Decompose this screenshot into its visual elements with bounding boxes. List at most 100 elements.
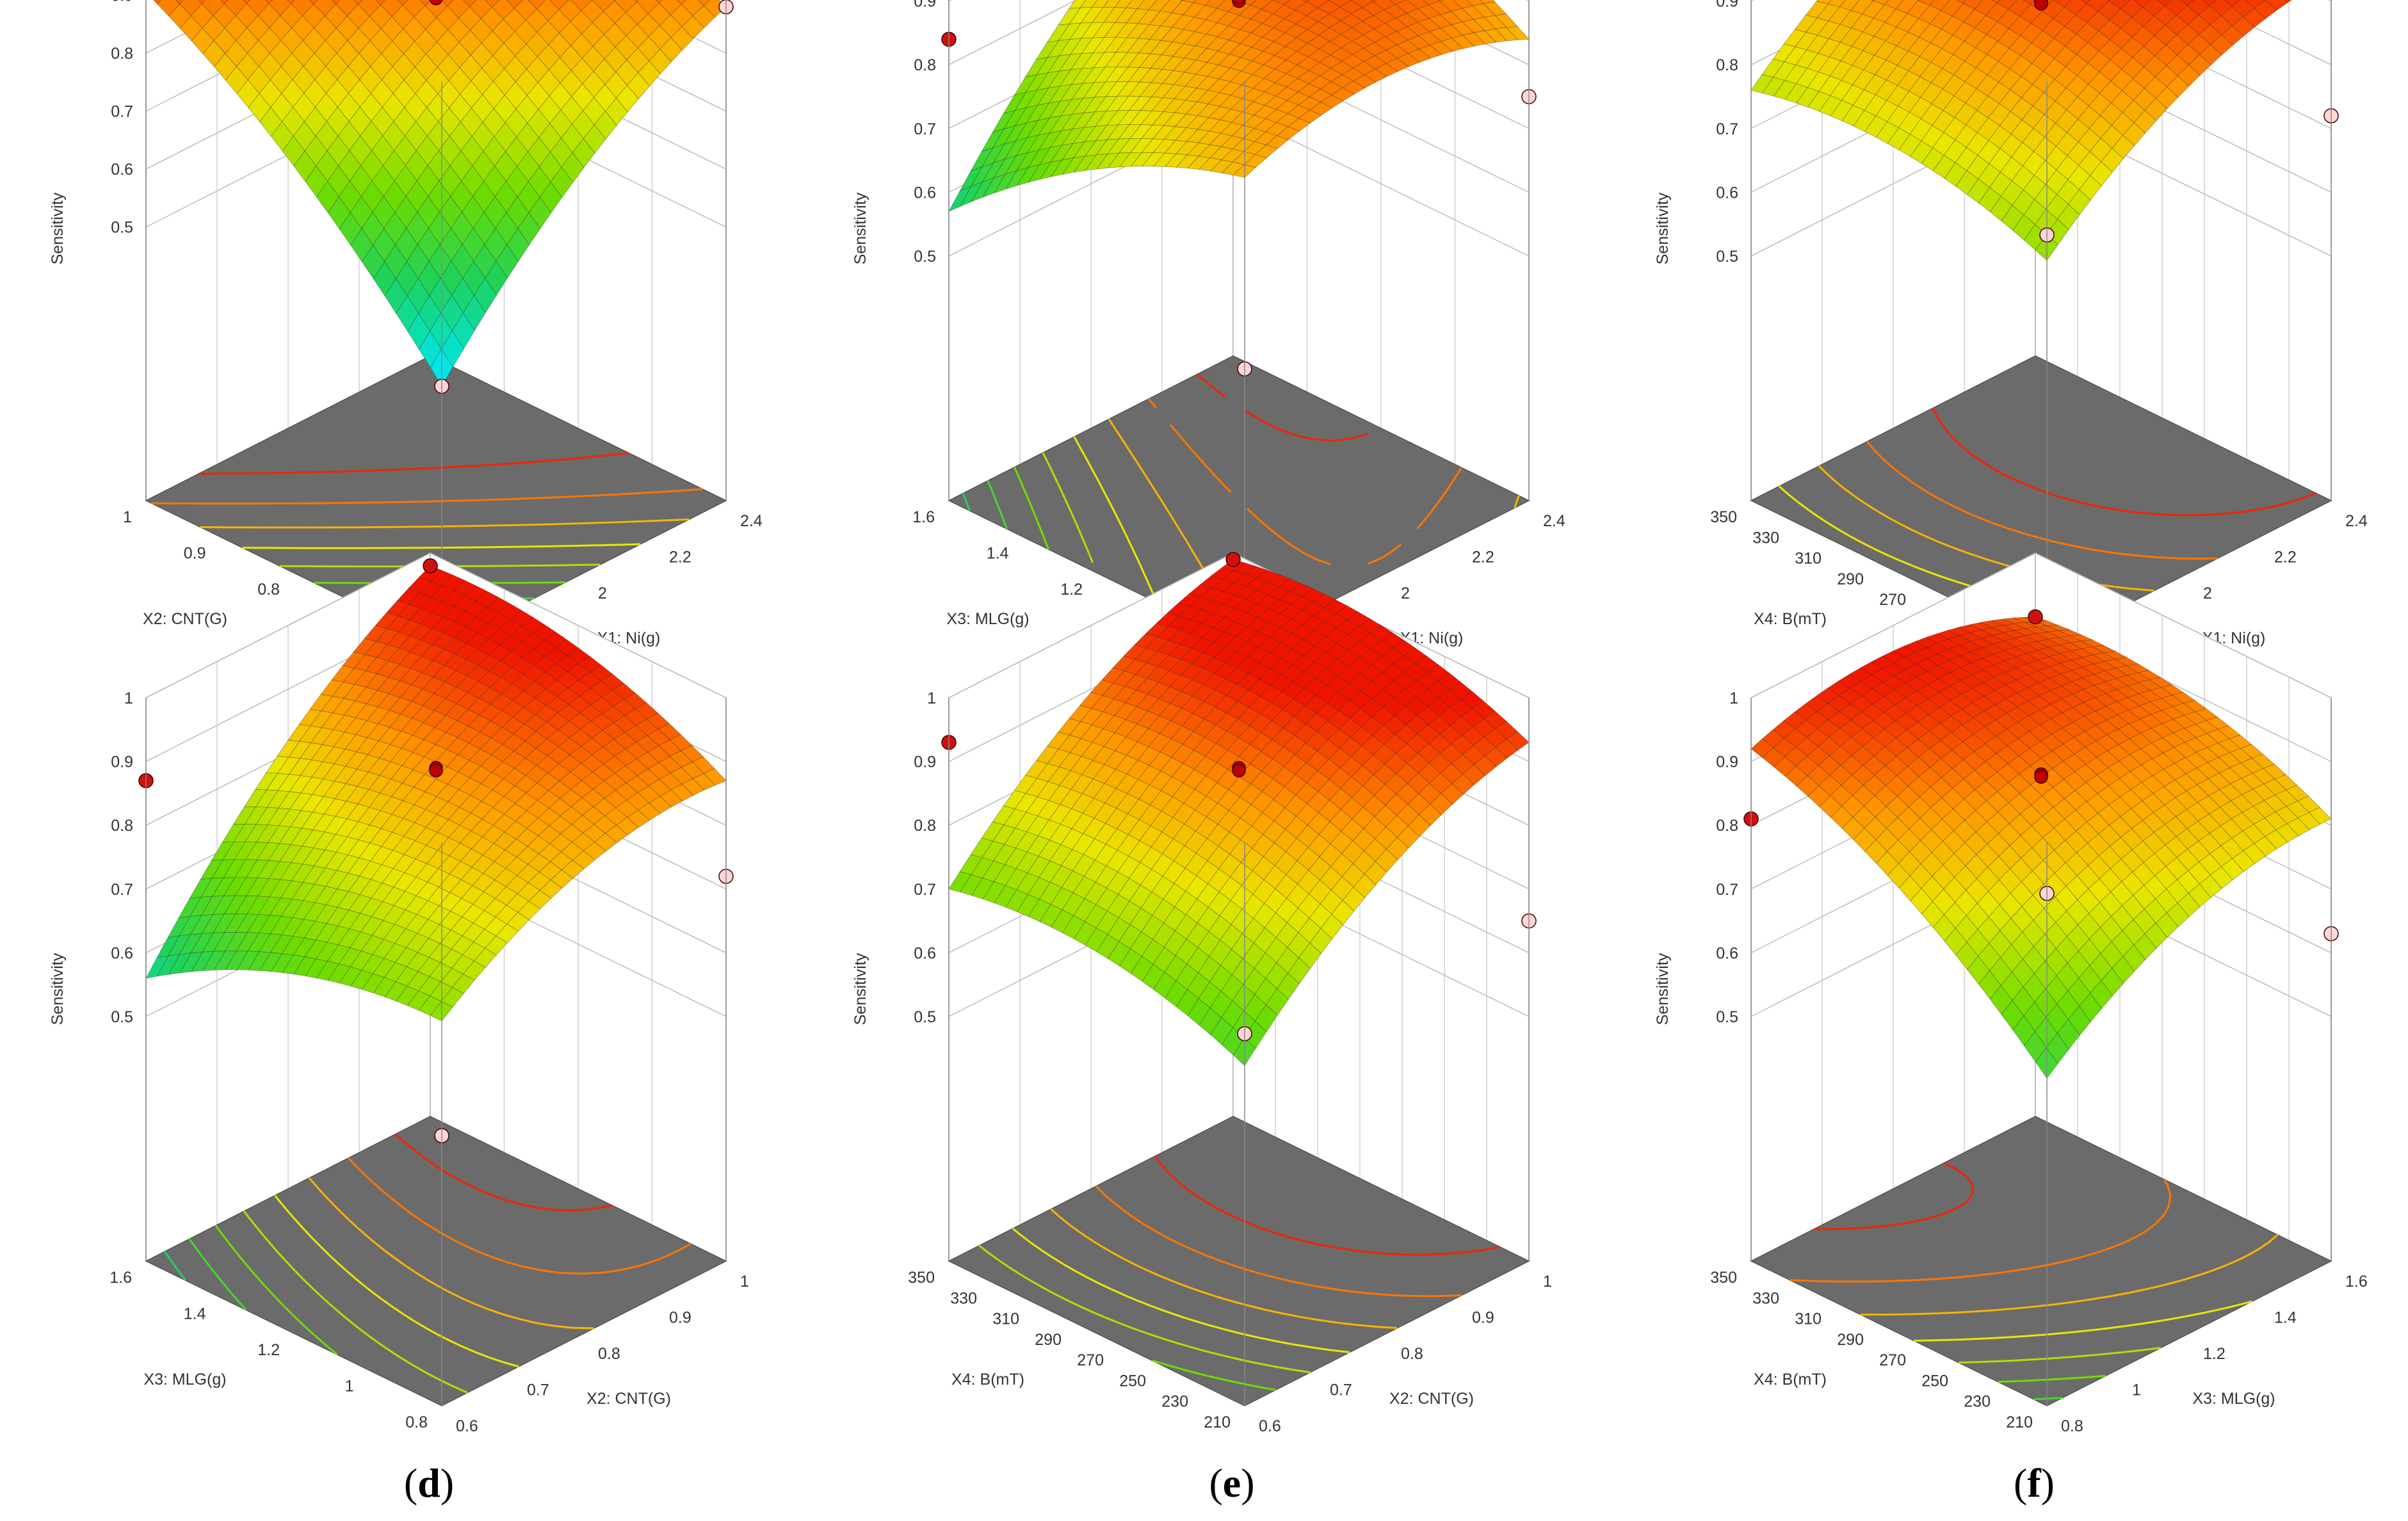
contour-line	[1447, 1252, 1463, 1253]
y-axis-label: X2: CNT(G)	[143, 610, 227, 628]
x-tick-label: 2.4	[2345, 512, 2368, 530]
contour-line	[2025, 1335, 2041, 1336]
y-tick-label: 0.9	[184, 545, 206, 563]
z-tick-label: 0.9	[914, 753, 936, 771]
contour-line	[1286, 1343, 1293, 1344]
contour-line	[1018, 475, 1019, 477]
contour-line	[1476, 1250, 1482, 1251]
y-axis-label: X3: MLG(g)	[143, 1371, 226, 1388]
contour-line	[373, 1182, 375, 1184]
contour-line	[1397, 1254, 1419, 1255]
contour-line	[1023, 487, 1024, 490]
contour-line	[2099, 1354, 2110, 1355]
contour-line	[1043, 535, 1044, 538]
contour-line	[1986, 1337, 2004, 1339]
contour-line	[1356, 1251, 1365, 1252]
contour-line	[228, 1242, 229, 1243]
contour-line	[1939, 1313, 1953, 1314]
z-tick-label: 1	[927, 689, 936, 707]
contour-line	[1456, 476, 1457, 477]
contour-line	[1365, 1251, 1376, 1253]
design-point	[423, 559, 437, 573]
x-tick-label: 1	[1543, 1273, 1552, 1291]
contour-line	[681, 489, 700, 490]
contour-line	[1966, 1176, 1968, 1178]
contour-line	[1968, 1200, 1969, 1202]
z-axis-label: Sensitivity	[49, 953, 67, 1025]
contour-line	[2126, 1325, 2133, 1326]
contour-line	[583, 1273, 604, 1274]
contour-line	[2170, 558, 2183, 559]
center-point	[2035, 0, 2048, 10]
contour-line	[460, 500, 483, 501]
x-tick-label: 0.8	[1401, 1345, 1423, 1363]
contour-line	[1455, 1295, 1462, 1296]
z-tick-label: 0.8	[1716, 56, 1738, 74]
contour-line	[1865, 1227, 1875, 1228]
contour-line	[585, 1209, 595, 1210]
contour-line	[538, 497, 551, 498]
z-tick-label: 0.9	[914, 0, 936, 11]
contour-line	[1007, 1266, 1009, 1268]
contour-line	[963, 494, 964, 497]
contour-line	[528, 498, 538, 499]
x-tick-label: 0.7	[1330, 1381, 1352, 1399]
contour-line	[547, 1209, 560, 1211]
y-tick-label: 0.8	[405, 1413, 428, 1431]
contour-line	[2026, 1359, 2042, 1360]
contour-line	[534, 524, 557, 525]
contour-line	[375, 470, 397, 471]
contour-line	[2036, 1398, 2056, 1399]
z-tick-label: 0.7	[111, 881, 133, 899]
contour-line	[604, 1272, 608, 1273]
x-tick-label: 2.4	[1543, 512, 1565, 530]
z-tick-label: 0.8	[914, 56, 936, 74]
contour-line	[1911, 1279, 1933, 1280]
contour-line	[2056, 1398, 2062, 1399]
contour-line	[510, 525, 533, 526]
contour-line	[1376, 1253, 1394, 1254]
contour-line	[2247, 1301, 2252, 1303]
y-tick-label: 290	[1035, 1331, 1062, 1349]
contour-line	[540, 1208, 547, 1209]
y-tick-label: 1.6	[912, 508, 935, 526]
contour-line	[1198, 457, 1200, 459]
surface-chart-f: 0.50.60.70.80.91Sensitivity0.811.21.41.6…	[1605, 760, 2408, 1521]
x-tick-label: 2.2	[1472, 549, 1494, 567]
contour-line	[2149, 557, 2157, 558]
contour-line	[2023, 1380, 2042, 1381]
contour-line	[1330, 1247, 1337, 1248]
z-tick-label: 0.7	[914, 881, 936, 899]
contour-line	[463, 465, 481, 467]
z-tick-label: 0.5	[1716, 248, 1738, 266]
y-tick-label: 250	[1119, 1372, 1146, 1390]
contour-line	[1168, 512, 1170, 515]
contour-line	[1143, 572, 1144, 574]
contour-line	[537, 461, 548, 462]
z-tick-label: 0.5	[111, 1008, 133, 1026]
y-tick-label: 310	[1795, 550, 1822, 568]
contour-line	[2101, 507, 2104, 508]
z-tick-label: 0.6	[111, 944, 133, 962]
contour-line	[1975, 1310, 1993, 1312]
contour-line	[1241, 1333, 1243, 1334]
contour-line	[1265, 524, 1266, 526]
contour-line	[245, 1309, 246, 1310]
contour-line	[2004, 1360, 2016, 1361]
y-tick-label: 210	[1204, 1413, 1231, 1431]
z-tick-label: 0.9	[111, 753, 133, 771]
contour-line	[652, 1261, 654, 1262]
y-tick-label: 1.4	[987, 545, 1009, 563]
contour-line	[1790, 1280, 1809, 1281]
contour-line	[2113, 586, 2122, 588]
contour-line	[595, 494, 617, 495]
contour-line	[1120, 524, 1122, 526]
contour-line	[2259, 1248, 2261, 1250]
contour-line	[329, 471, 349, 472]
y-tick-label: 230	[1161, 1393, 1188, 1411]
contour-line	[1031, 505, 1032, 508]
contour-line	[1379, 1294, 1390, 1295]
contour-line	[2052, 1304, 2056, 1305]
z-tick-label: 0.6	[914, 944, 936, 962]
